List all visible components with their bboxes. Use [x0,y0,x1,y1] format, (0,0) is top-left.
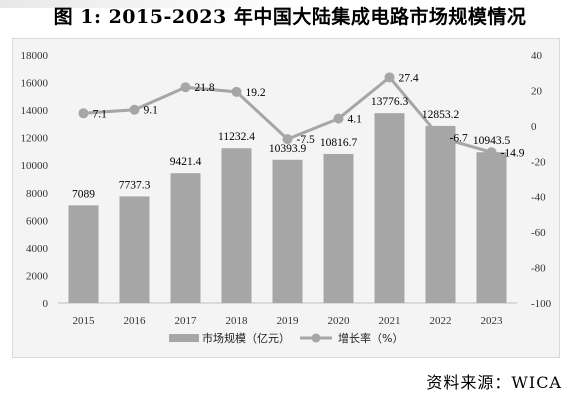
x-tick-label: 2021 [379,315,401,327]
growth-marker-2016 [129,104,140,115]
left-tick-label: 12000 [21,133,49,145]
growth-value-label: 4.1 [348,114,363,126]
right-tick-label: -20 [531,156,546,168]
legend-line-marker [311,333,321,343]
growth-marker-2015 [78,108,89,119]
figure-title: 图 1: 2015-2023 年中国大陆集成电路市场规模情况 [53,6,527,28]
growth-marker-2019 [282,134,293,145]
x-tick-label: 2017 [175,315,198,327]
bar-value-label: 7089 [72,188,95,200]
bar-2020 [323,153,354,303]
growth-marker-2020 [333,113,344,124]
bar-2021 [374,113,405,303]
growth-value-label: 27.4 [399,72,419,84]
legend-line-label: 增长率（%） [338,331,403,345]
x-tick-label: 2018 [226,315,249,327]
right-tick-label: -40 [531,192,546,204]
growth-marker-2018 [231,86,242,97]
bar-value-label: 12853.2 [422,109,460,121]
bar-value-label: 10943.5 [473,135,511,147]
x-tick-label: 2023 [481,315,504,327]
bar-value-label: 11232.4 [218,131,255,143]
left-tick-label: 6000 [26,215,49,227]
right-tick-label: 40 [531,50,543,62]
growth-value-label: 9.1 [144,105,159,117]
legend-bar-swatch [169,334,199,342]
bar-series [68,113,507,303]
left-axis-ticks: 0 2000 4000 6000 8000 10000 12000 14000 16000 180… [21,50,49,310]
growth-line-series [78,72,497,158]
x-tick-label: 2019 [277,315,300,327]
bar-2016 [119,196,150,303]
right-axis-ticks: -100 -80 -60 -40 -20 0 20 40 [531,50,552,310]
bar-value-label: 10393.9 [269,143,307,155]
growth-marker-2022 [435,132,446,143]
left-tick-label: 8000 [26,188,49,200]
bar-2015 [68,205,99,303]
growth-marker-2023 [486,147,497,158]
left-tick-label: 4000 [26,243,49,255]
left-tick-label: 18000 [21,50,49,62]
right-tick-label: 20 [531,85,543,97]
growth-value-label: -6.7 [450,133,468,145]
left-tick-label: 16000 [21,78,49,90]
growth-value-label: 7.1 [93,108,108,120]
source-note: 资料来源：WICA [426,373,562,392]
growth-value-label: 21.8 [195,82,215,94]
left-tick-label: 0 [43,298,49,310]
bar-2023 [476,152,507,303]
left-tick-label: 10000 [21,160,49,172]
bar-data-labels: 7089 7737.3 9421.4 11232.4 10393.9 10816.7 137… [72,96,510,200]
bar-value-label: 9421.4 [170,156,202,168]
left-tick-label: 14000 [21,105,49,117]
growth-value-label: -14.9 [501,147,525,159]
right-tick-label: 0 [531,121,537,133]
growth-value-label: 19.2 [246,87,266,99]
legend: 市场规模（亿元） 增长率（%） [169,331,403,345]
right-tick-label: -80 [531,263,546,275]
bar-2019 [272,159,303,303]
bar-value-label: 10816.7 [320,137,358,149]
bar-2022 [425,125,456,303]
legend-bar-label: 市场规模（亿元） [202,331,290,345]
bar-value-label: 13776.3 [371,96,409,108]
bar-2017 [170,173,201,303]
bar-value-label: 7737.3 [119,179,151,191]
growth-marker-2017 [180,82,191,93]
growth-marker-2021 [384,72,395,83]
bar-2018 [221,148,252,303]
top-edge-strip [0,0,300,8]
growth-value-label: -7.5 [297,134,315,146]
right-tick-label: -60 [531,227,546,239]
x-axis-ticks: 2015 2016 2017 2018 2019 2020 2021 2022 2023 [73,315,504,327]
x-tick-label: 2016 [124,315,147,327]
left-tick-label: 2000 [26,270,49,282]
right-tick-label: -100 [531,298,552,310]
x-tick-label: 2022 [430,315,452,327]
x-tick-label: 2015 [73,315,96,327]
line-data-labels: 7.1 9.1 21.8 19.2 -7.5 4.1 27.4 -6.7 -14.9 [93,72,525,159]
x-tick-label: 2020 [328,315,351,327]
